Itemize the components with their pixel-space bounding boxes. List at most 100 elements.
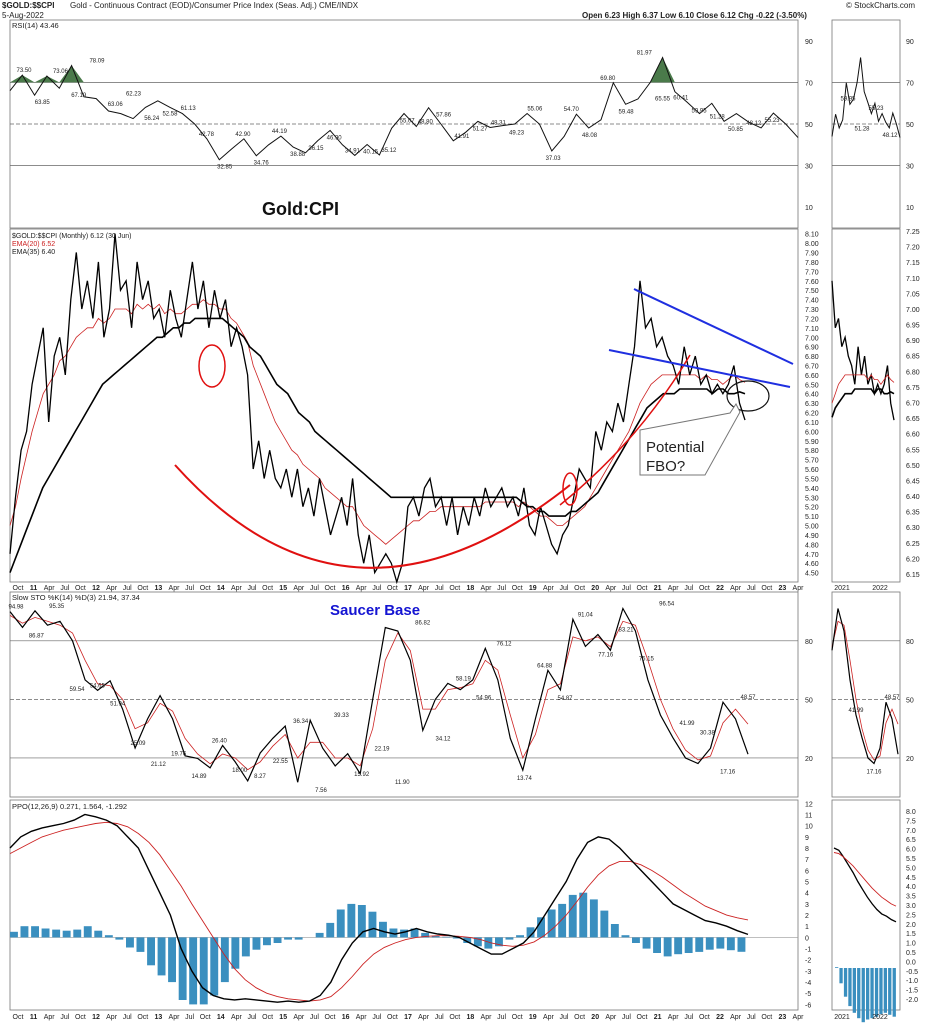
sto-data-label: 83.21 bbox=[618, 628, 634, 634]
sto-data-label: 41.99 bbox=[679, 721, 695, 727]
inset-price-axis-tick: 6.80 bbox=[906, 369, 920, 376]
inset-x-axis-tick: 2022 bbox=[872, 585, 888, 592]
sto-data-label: 96.54 bbox=[659, 602, 675, 608]
rsi-data-label: 60.41 bbox=[673, 95, 689, 101]
inset-bottom-x-axis-tick: 2022 bbox=[872, 1014, 888, 1021]
inset-ppo-axis-tick: 3.0 bbox=[906, 903, 916, 910]
inset-rsi-axis-tick: 90 bbox=[906, 39, 914, 46]
inset-ema20-line bbox=[831, 374, 895, 404]
ppo-histogram-bar bbox=[537, 917, 545, 938]
ema35-line bbox=[9, 317, 746, 573]
bottom-x-axis-tick: Jul bbox=[123, 1014, 132, 1021]
inset-ppo-histogram-bar bbox=[857, 968, 861, 1019]
sto-axis-tick: 50 bbox=[805, 697, 813, 704]
bottom-x-axis-tick: Apr bbox=[730, 1014, 742, 1021]
bottom-x-axis-tick: 16 bbox=[342, 1014, 350, 1021]
sto-data-label: 64.88 bbox=[537, 663, 553, 669]
bottom-x-axis-tick: Oct bbox=[75, 1014, 86, 1021]
bottom-x-axis-tick: Oct bbox=[13, 1014, 24, 1021]
inset-ppo-axis-tick: 8.0 bbox=[906, 809, 916, 816]
inset-price-axis-tick: 6.40 bbox=[906, 494, 920, 501]
inset-price-axis-tick: 7.25 bbox=[906, 229, 920, 236]
sto-data-label: 75.15 bbox=[639, 656, 655, 662]
price-axis-tick: 6.00 bbox=[805, 429, 819, 436]
panel-frame bbox=[9, 799, 799, 1011]
sto-data-label: 19.76 bbox=[171, 751, 187, 757]
ppo-histogram-bar bbox=[347, 903, 356, 938]
rsi-data-label: 59.48 bbox=[619, 109, 635, 115]
sto-axis-tick: 80 bbox=[805, 639, 813, 646]
price-axis-tick: 7.30 bbox=[805, 307, 819, 314]
rsi-data-label: 51.28 bbox=[710, 114, 726, 120]
rsi-line bbox=[9, 56, 799, 161]
price-axis-tick: 5.60 bbox=[805, 467, 819, 474]
ppo-histogram-bar bbox=[600, 910, 609, 938]
price-axis-tick: 6.10 bbox=[805, 420, 819, 427]
price-axis-tick: 4.70 bbox=[805, 552, 819, 559]
ppo-histogram-bar bbox=[231, 937, 240, 969]
inset-ppo-histogram-bar bbox=[892, 968, 896, 1017]
ppo-axis-tick: 2 bbox=[805, 913, 809, 920]
rsi-data-label: 46.90 bbox=[327, 135, 343, 141]
ppo-histogram-bar bbox=[442, 936, 451, 938]
inset-ppo-axis-tick: 4.5 bbox=[906, 875, 916, 882]
ppo-histogram-bar bbox=[115, 937, 124, 940]
ppo-histogram-bar bbox=[294, 937, 303, 940]
bottom-x-axis-tick: 22 bbox=[716, 1014, 724, 1021]
ppo-histogram-bar bbox=[684, 937, 693, 953]
inset-price-axis-tick: 7.00 bbox=[906, 307, 920, 314]
sto-data-label: 14.89 bbox=[191, 774, 207, 780]
rsi-data-label: 42.78 bbox=[199, 132, 215, 138]
inset-price-axis-tick: 6.25 bbox=[906, 541, 920, 548]
inset-price-axis-tick: 6.90 bbox=[906, 338, 920, 345]
x-axis-tick: Jul bbox=[560, 585, 569, 592]
ppo-histogram-bar bbox=[621, 935, 630, 938]
bottom-x-axis-tick: 18 bbox=[467, 1014, 475, 1021]
bottom-x-axis-tick: Jul bbox=[60, 1014, 69, 1021]
ppo-histogram-bar bbox=[168, 937, 176, 983]
rsi-axis-tick: 10 bbox=[805, 205, 813, 212]
ppo-axis-tick: -6 bbox=[805, 1002, 811, 1009]
price-axis-tick: 5.50 bbox=[805, 476, 819, 483]
inset-ppo-histogram-bar bbox=[843, 968, 848, 997]
ppo-histogram-bar bbox=[20, 926, 29, 938]
price-axis-tick: 8.00 bbox=[805, 241, 819, 248]
x-axis-tick: Jul bbox=[747, 585, 756, 592]
sto-data-label: 22.55 bbox=[273, 759, 289, 765]
ppo-histogram-bar bbox=[284, 937, 292, 940]
inset-ppo-histogram-bar bbox=[879, 968, 883, 1015]
rsi-data-label: 48.31 bbox=[491, 121, 507, 127]
inset-rsi-axis-tick: 30 bbox=[906, 164, 914, 171]
inset-ppo-axis-tick: 6.5 bbox=[906, 837, 916, 844]
bottom-x-axis-tick: Apr bbox=[668, 1014, 680, 1021]
ppo-axis-tick: 6 bbox=[805, 868, 809, 875]
inset-price-axis-tick: 7.20 bbox=[906, 245, 920, 252]
price-axis-tick: 6.50 bbox=[805, 382, 819, 389]
panel-frame bbox=[9, 228, 799, 583]
price-axis-tick: 4.90 bbox=[805, 533, 819, 540]
sto-data-label: 25.09 bbox=[130, 741, 146, 747]
bottom-x-axis-tick: Apr bbox=[356, 1014, 368, 1021]
x-axis-tick: 23 bbox=[779, 585, 787, 592]
sto-data-label: 22.19 bbox=[374, 747, 390, 753]
saucer-base-annotation: Saucer Base bbox=[330, 602, 420, 619]
inset-ppo-histogram-bar bbox=[874, 968, 879, 1017]
inset-sto-axis-tick: 50 bbox=[906, 697, 914, 704]
ppo-histogram-bar bbox=[62, 930, 71, 938]
x-axis-tick: Apr bbox=[543, 585, 555, 592]
inset-rsi-axis-tick: 10 bbox=[906, 205, 914, 212]
bottom-x-axis-tick: Jul bbox=[435, 1014, 444, 1021]
ppo-histogram-bar bbox=[452, 937, 461, 939]
inset-ppo-axis-tick: -1.0 bbox=[906, 978, 918, 985]
sto-data-label: 76.12 bbox=[496, 641, 512, 647]
inset-sto-axis-tick: 20 bbox=[906, 756, 914, 763]
ppo-histogram-bar bbox=[252, 937, 261, 950]
bottom-x-axis-tick: Apr bbox=[543, 1014, 555, 1021]
ppo-histogram-bar bbox=[10, 931, 18, 938]
x-axis-tick: 13 bbox=[155, 585, 163, 592]
bottom-x-axis-tick: Apr bbox=[418, 1014, 430, 1021]
x-axis-tick: Apr bbox=[605, 585, 617, 592]
ppo-histogram-bar bbox=[495, 937, 503, 947]
ppo-histogram-bar bbox=[632, 937, 640, 943]
x-axis-tick: 18 bbox=[467, 585, 475, 592]
